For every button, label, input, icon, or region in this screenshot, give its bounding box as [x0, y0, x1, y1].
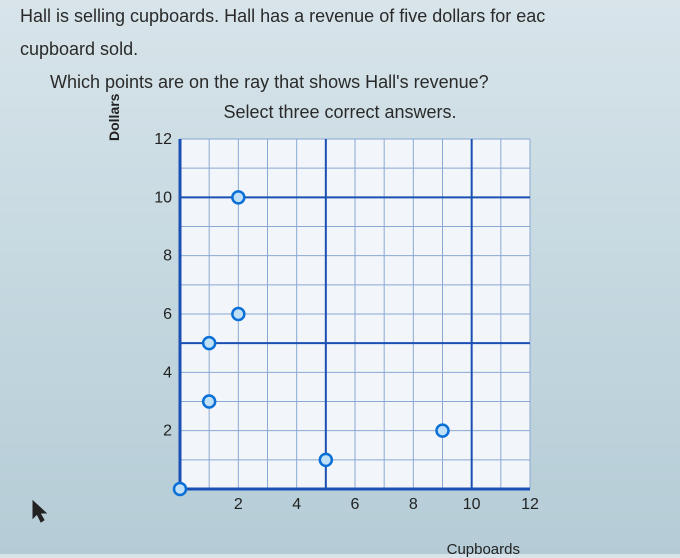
svg-text:10: 10 — [154, 189, 172, 206]
svg-text:8: 8 — [409, 496, 418, 513]
svg-text:10: 10 — [463, 496, 481, 513]
svg-text:4: 4 — [163, 364, 172, 381]
chart-point[interactable] — [437, 424, 449, 436]
question-line1: Hall is selling cupboards. Hall has a re… — [20, 4, 660, 29]
svg-text:2: 2 — [163, 422, 172, 439]
chart-point[interactable] — [232, 308, 244, 320]
chart-point[interactable] — [203, 395, 215, 407]
chart-point[interactable] — [320, 453, 332, 465]
chart-container: Dollars 2468101224681012 Cupboards — [140, 133, 540, 522]
chart-point[interactable] — [174, 483, 186, 495]
svg-text:8: 8 — [163, 247, 172, 264]
y-axis-label: Dollars — [106, 93, 122, 140]
svg-text:4: 4 — [292, 496, 301, 513]
svg-text:6: 6 — [351, 496, 360, 513]
cursor-icon — [32, 500, 50, 530]
svg-text:12: 12 — [521, 496, 539, 513]
chart-point[interactable] — [232, 191, 244, 203]
chart-point[interactable] — [203, 337, 215, 349]
svg-text:6: 6 — [163, 306, 172, 323]
svg-text:12: 12 — [154, 133, 172, 148]
svg-text:2: 2 — [234, 496, 243, 513]
x-axis-label: Cupboards — [447, 541, 520, 558]
sub-question: Which points are on the ray that shows H… — [20, 70, 660, 95]
revenue-chart[interactable]: 2 4 6 8 10 12 2 4 6 8 10 12 — [140, 133, 540, 517]
question-line2: cupboard sold. — [20, 37, 660, 62]
